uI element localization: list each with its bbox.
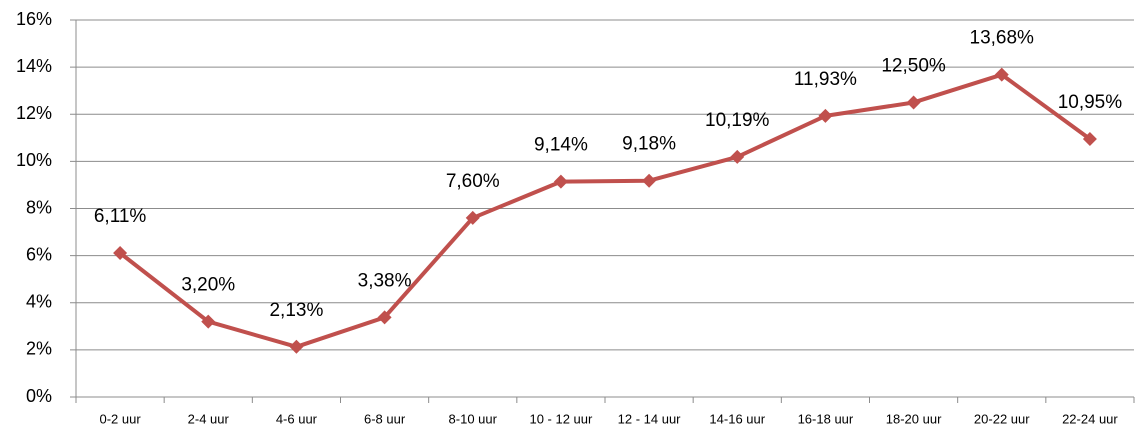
y-tick-label: 8% (26, 197, 52, 217)
y-tick-label: 6% (26, 244, 52, 264)
x-tick-label: 14-16 uur (709, 411, 765, 426)
data-label: 11,93% (794, 69, 857, 90)
x-tick-label: 12 - 14 uur (618, 411, 682, 426)
y-tick-label: 12% (16, 103, 52, 123)
x-tick-label: 6-8 uur (364, 411, 406, 426)
y-tick-label: 14% (16, 56, 52, 76)
data-label: 6,11% (94, 206, 147, 227)
marker (818, 108, 833, 123)
marker (465, 210, 480, 225)
data-label: 9,18% (622, 134, 676, 155)
x-tick-label: 10 - 12 uur (529, 411, 593, 426)
data-label: 3,20% (181, 275, 235, 296)
marker (1082, 131, 1097, 146)
marker (377, 310, 392, 325)
y-tick-label: 2% (26, 339, 52, 359)
data-label: 7,60% (446, 171, 500, 192)
x-tick-label: 18-20 uur (886, 411, 942, 426)
marker (553, 174, 568, 189)
data-label: 10,19% (705, 110, 770, 131)
data-label: 9,14% (534, 135, 588, 156)
marker (289, 339, 304, 354)
marker (642, 173, 657, 188)
marker (113, 246, 128, 261)
x-tick-label: 0-2 uur (99, 411, 141, 426)
y-tick-label: 10% (16, 150, 52, 170)
x-tick-label: 20-22 uur (974, 411, 1030, 426)
data-label: 10,95% (1058, 92, 1123, 113)
x-tick-label: 4-6 uur (276, 411, 318, 426)
marker (994, 67, 1009, 82)
data-label: 2,13% (269, 300, 323, 321)
x-tick-label: 8-10 uur (449, 411, 498, 426)
y-tick-label: 16% (16, 9, 52, 29)
x-tick-label: 22-24 uur (1062, 411, 1118, 426)
series-line (118, 72, 1092, 349)
data-label: 12,50% (881, 55, 946, 76)
x-tick-label: 2-4 uur (188, 411, 230, 426)
marker (730, 149, 745, 164)
y-tick-label: 4% (26, 292, 52, 312)
marker (906, 95, 921, 110)
x-tick-label: 16-18 uur (798, 411, 854, 426)
data-label: 3,38% (358, 270, 412, 291)
y-tick-label: 0% (26, 386, 52, 406)
marker (201, 314, 216, 329)
data-label: 13,68% (970, 28, 1035, 49)
